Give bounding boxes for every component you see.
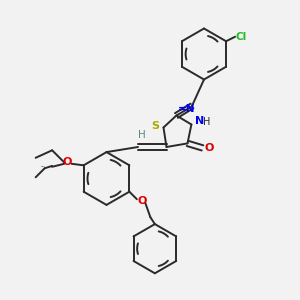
- Text: Cl: Cl: [236, 32, 247, 42]
- Text: =N: =N: [178, 104, 196, 115]
- Text: ethoxy: ethoxy: [41, 166, 46, 167]
- Text: O: O: [138, 196, 147, 206]
- Text: H: H: [138, 130, 146, 140]
- Text: S: S: [151, 121, 159, 131]
- Text: N: N: [195, 116, 204, 126]
- Text: O: O: [204, 143, 214, 153]
- Text: O: O: [62, 157, 72, 167]
- Text: H: H: [203, 117, 211, 127]
